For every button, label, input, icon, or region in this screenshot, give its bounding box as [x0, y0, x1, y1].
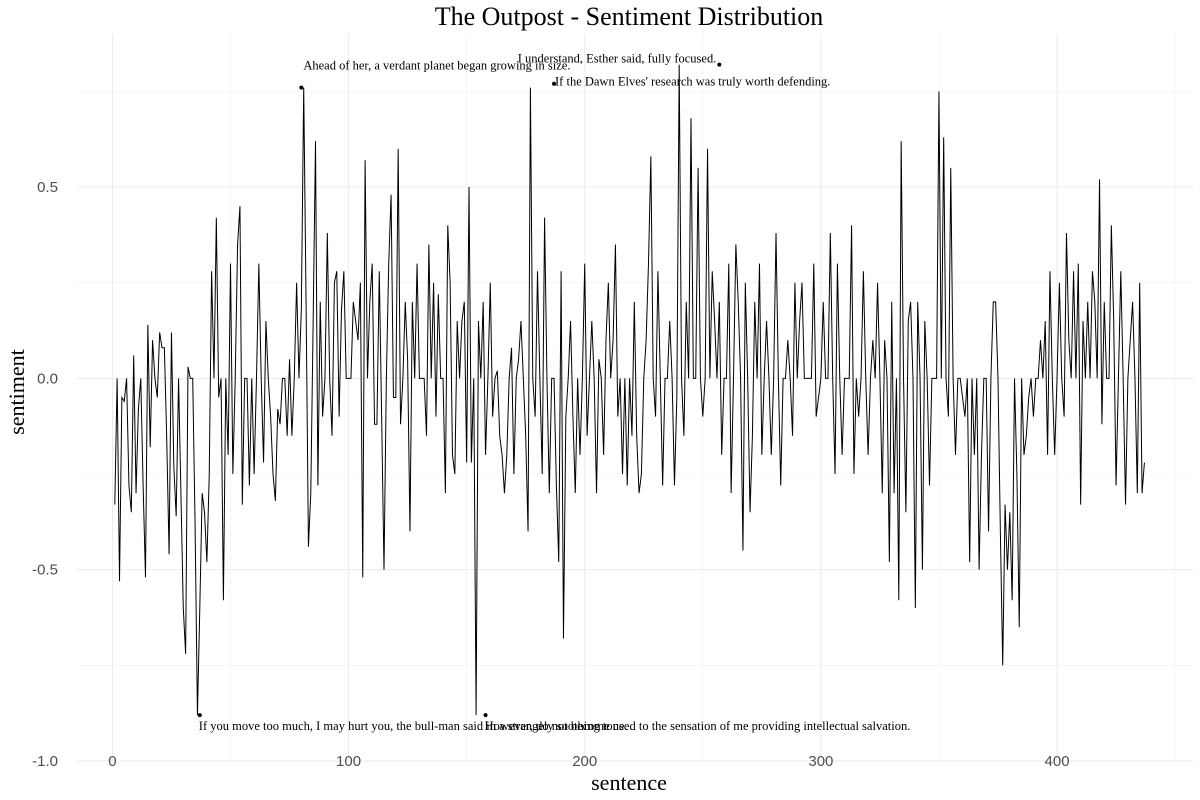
- x-tick-label: 300: [808, 753, 833, 770]
- x-tick-label: 400: [1045, 753, 1070, 770]
- y-axis-title: sentiment: [4, 349, 29, 435]
- annotation-label: I understand, Esther said, fully focused…: [518, 52, 717, 66]
- chart-annotations: Ahead of her, a verdant planet began gro…: [197, 52, 911, 733]
- y-tick-label: 0.5: [37, 179, 58, 196]
- y-tick-label: -0.5: [32, 562, 58, 579]
- y-axis-ticks: -1.0 -0.5 0.0 0.5: [32, 179, 58, 770]
- annotation-label: Ahead of her, a verdant planet began gro…: [303, 59, 570, 73]
- annotation-label: If you move too much, I may hurt you, th…: [199, 719, 628, 733]
- annotation-point: [552, 81, 557, 86]
- x-tick-label: 0: [108, 753, 116, 770]
- annotation-label: If the Dawn Elves' research was truly wo…: [555, 75, 830, 89]
- y-tick-label: 0.0: [37, 370, 58, 387]
- x-axis-title: sentence: [591, 770, 667, 795]
- sentiment-line: [114, 64, 1145, 716]
- annotation-point: [483, 713, 488, 718]
- x-axis-ticks: 0 100 200 300 400: [108, 753, 1069, 770]
- x-tick-label: 100: [336, 753, 361, 770]
- annotation-point: [299, 85, 304, 90]
- x-tick-label: 200: [572, 753, 597, 770]
- annotation-point: [197, 713, 202, 718]
- y-tick-label: -1.0: [32, 753, 58, 770]
- annotation-label: However, do not become used to the sensa…: [485, 719, 911, 733]
- chart-title: The Outpost - Sentiment Distribution: [435, 2, 824, 31]
- annotation-point: [717, 62, 722, 67]
